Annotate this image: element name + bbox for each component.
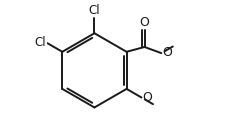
Text: O: O (139, 16, 149, 29)
Text: Cl: Cl (88, 4, 100, 17)
Text: O: O (142, 91, 151, 104)
Text: Cl: Cl (34, 36, 46, 49)
Text: O: O (161, 46, 171, 59)
